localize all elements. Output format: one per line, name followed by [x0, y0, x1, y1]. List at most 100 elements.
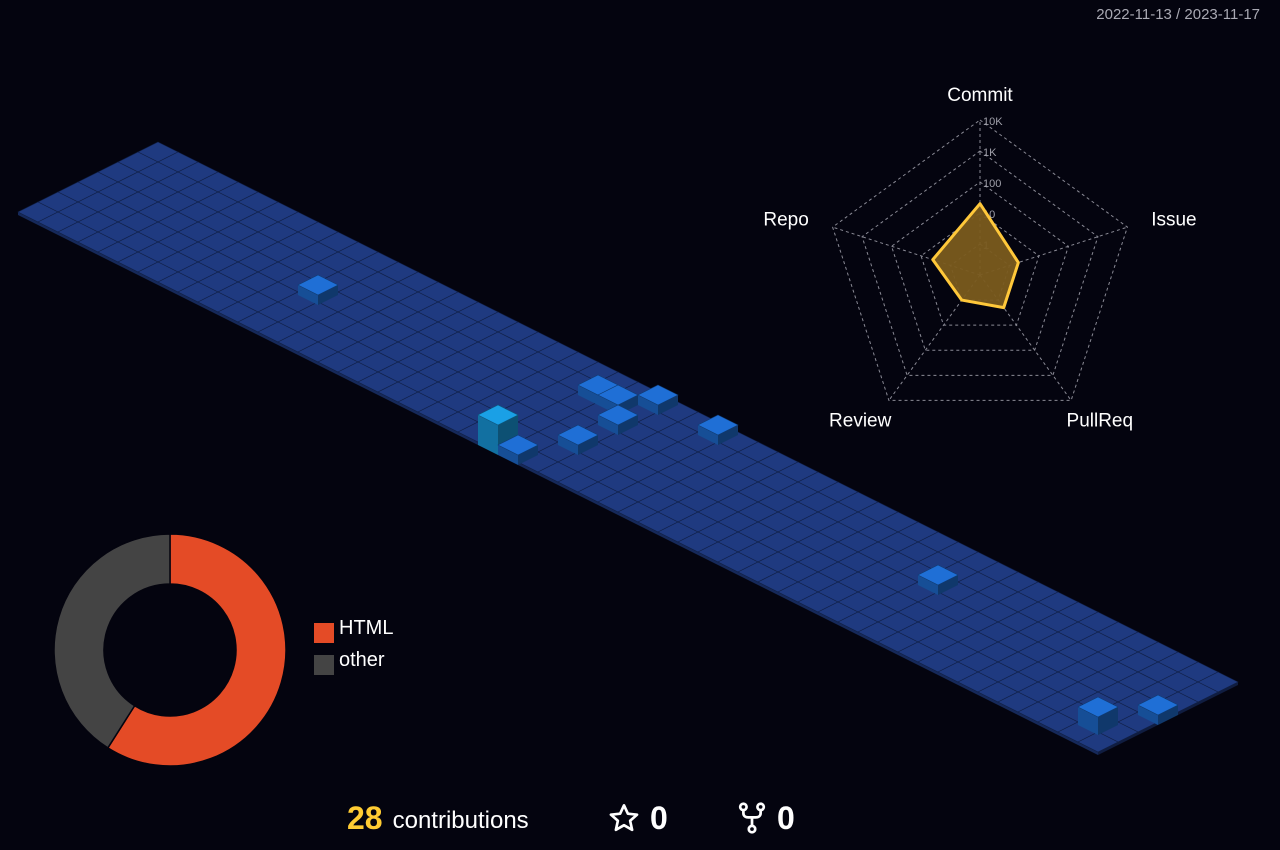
cell-left-face [918, 662, 938, 675]
cell-left-face [838, 622, 858, 635]
cell-left-face [98, 252, 118, 265]
cell-left-face [1138, 705, 1158, 725]
calendar-cell [297, 274, 339, 305]
cell-top-face [697, 414, 739, 436]
calendar-cell [1137, 694, 1179, 725]
legend-swatch [314, 655, 334, 675]
radar-axis-label: Review [829, 411, 892, 432]
radar-tick-label: 100 [983, 178, 1001, 190]
radar-axis-label: Commit [947, 85, 1013, 106]
contributions-summary: 28 contributions [347, 798, 529, 838]
cell-left-face [298, 352, 318, 365]
forks-count: 0 [777, 799, 795, 836]
cell-right-face [658, 395, 678, 415]
language-donut-chart [53, 533, 287, 767]
cell-left-face [18, 212, 38, 225]
contributions-label: contributions [392, 807, 529, 834]
calendar-cell [597, 404, 639, 435]
cell-left-face [1038, 722, 1058, 735]
cell-left-face [618, 512, 638, 525]
star-icon [608, 802, 640, 834]
calendar-cell [1077, 696, 1119, 735]
cell-left-face [1058, 732, 1078, 745]
cell-left-face [578, 385, 598, 405]
calendar-cell [557, 424, 599, 455]
cell-left-face [378, 392, 398, 405]
cell-left-face [878, 642, 898, 655]
radar-grid-ring [861, 150, 1099, 376]
cell-left-face [438, 422, 458, 435]
radar-tick-label: 10K [983, 116, 1003, 128]
cell-right-face [1138, 722, 1158, 735]
cell-right-face [1158, 705, 1178, 725]
cell-left-face [178, 292, 198, 305]
cell-right-face [938, 575, 958, 595]
cell-top-face [597, 404, 639, 426]
radar-axis-labels: Commit Issue PullReq Review Repo [763, 85, 1196, 432]
calendar-cell [697, 414, 739, 445]
cell-left-face [138, 272, 158, 285]
cell-left-face [398, 402, 418, 415]
legend-swatch [314, 623, 334, 643]
radar-axis-label: Repo [763, 209, 808, 230]
cell-left-face [218, 312, 238, 325]
cell-left-face [898, 652, 918, 665]
fork-icon [737, 802, 767, 834]
cell-left-face [358, 382, 378, 395]
cell-left-face [78, 242, 98, 255]
cell-left-face [1078, 742, 1098, 755]
legend-item: HTML [314, 617, 393, 643]
cell-right-face [718, 425, 738, 445]
donut-slice-html [106, 533, 287, 767]
cell-top-face [1137, 694, 1179, 716]
cell-left-face [158, 282, 178, 295]
cell-top-face [497, 434, 539, 456]
legend-label: other [339, 649, 385, 671]
cell-left-face [258, 332, 278, 345]
cell-left-face [578, 492, 598, 505]
donut-slice-other [53, 533, 171, 749]
cell-left-face [798, 602, 818, 615]
stars-summary: 0 [608, 798, 668, 838]
cell-left-face [518, 462, 538, 475]
calendar-cell [497, 434, 539, 465]
legend-label: HTML [339, 617, 393, 639]
radar-axis-label: PullReq [1067, 411, 1134, 432]
cell-left-face [978, 692, 998, 705]
cell-left-face [318, 362, 338, 375]
cell-left-face [1018, 712, 1038, 725]
cell-left-face [638, 522, 658, 535]
cell-left-face [558, 435, 578, 455]
radar-axis-label: Issue [1151, 209, 1196, 230]
cell-top-face [1077, 731, 1119, 753]
cell-left-face [698, 425, 718, 445]
cell-left-face [998, 702, 1018, 715]
cell-top-face [917, 564, 959, 586]
cell-left-face [598, 415, 618, 435]
cell-top-face [477, 404, 519, 426]
cell-left-face [958, 682, 978, 695]
cell-left-face [558, 482, 578, 495]
cell-top-face [637, 384, 679, 406]
legend-item: other [314, 649, 385, 675]
cell-right-face [318, 285, 338, 305]
cell-left-face [658, 532, 678, 545]
cell-left-face [538, 472, 558, 485]
cell-right-face [1178, 702, 1198, 715]
cell-left-face [858, 632, 878, 645]
date-range: 2022-11-13 / 2023-11-17 [1096, 6, 1260, 23]
cell-right-face [618, 415, 638, 435]
cell-left-face [418, 412, 438, 425]
cell-left-face [1078, 707, 1098, 735]
cell-left-face [298, 285, 318, 305]
radar-grid-ring [831, 119, 1129, 401]
cell-right-face [578, 435, 598, 455]
cell-left-face [238, 322, 258, 335]
cell-left-face [598, 502, 618, 515]
cell-left-face [198, 302, 218, 315]
cell-left-face [458, 432, 478, 445]
radar-grid-ring [890, 181, 1070, 351]
radar-tick-label: 1K [983, 147, 997, 159]
cell-left-face [498, 445, 518, 465]
cell-left-face [278, 342, 298, 355]
